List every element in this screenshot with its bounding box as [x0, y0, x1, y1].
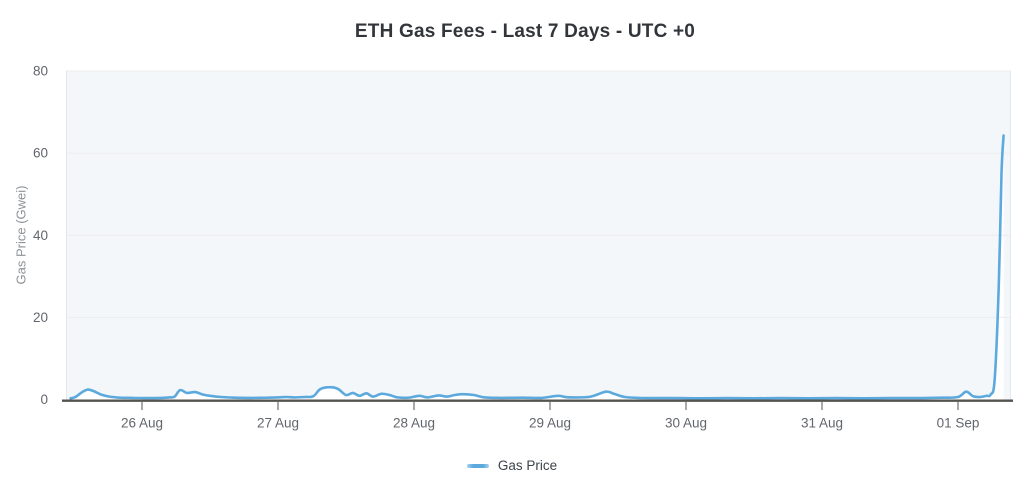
x-tick-label: 01 Sep [937, 416, 980, 431]
y-tick-label: 60 [33, 146, 48, 161]
legend-label: Gas Price [497, 458, 558, 473]
y-tick-label: 20 [33, 310, 48, 325]
gas-price-line-swatch-icon [466, 463, 489, 468]
x-tick-label: 28 Aug [393, 416, 435, 431]
x-tick-label: 27 Aug [257, 416, 299, 431]
x-tick-label: 26 Aug [121, 416, 163, 431]
y-tick-label: 80 [33, 64, 48, 79]
gas-price-line [69, 134, 1005, 400]
x-tick-label: 29 Aug [529, 416, 571, 431]
chart-legend: Gas Price [0, 458, 1024, 473]
x-tick-label: 31 Aug [801, 416, 843, 431]
y-tick-label: 0 [40, 392, 48, 407]
chart-title: ETH Gas Fees - Last 7 Days - UTC +0 [354, 21, 696, 42]
y-tick-label: 40 [33, 228, 48, 243]
legend-item-gas-price[interactable]: Gas Price [466, 458, 558, 473]
x-tick-label: 30 Aug [665, 416, 707, 431]
